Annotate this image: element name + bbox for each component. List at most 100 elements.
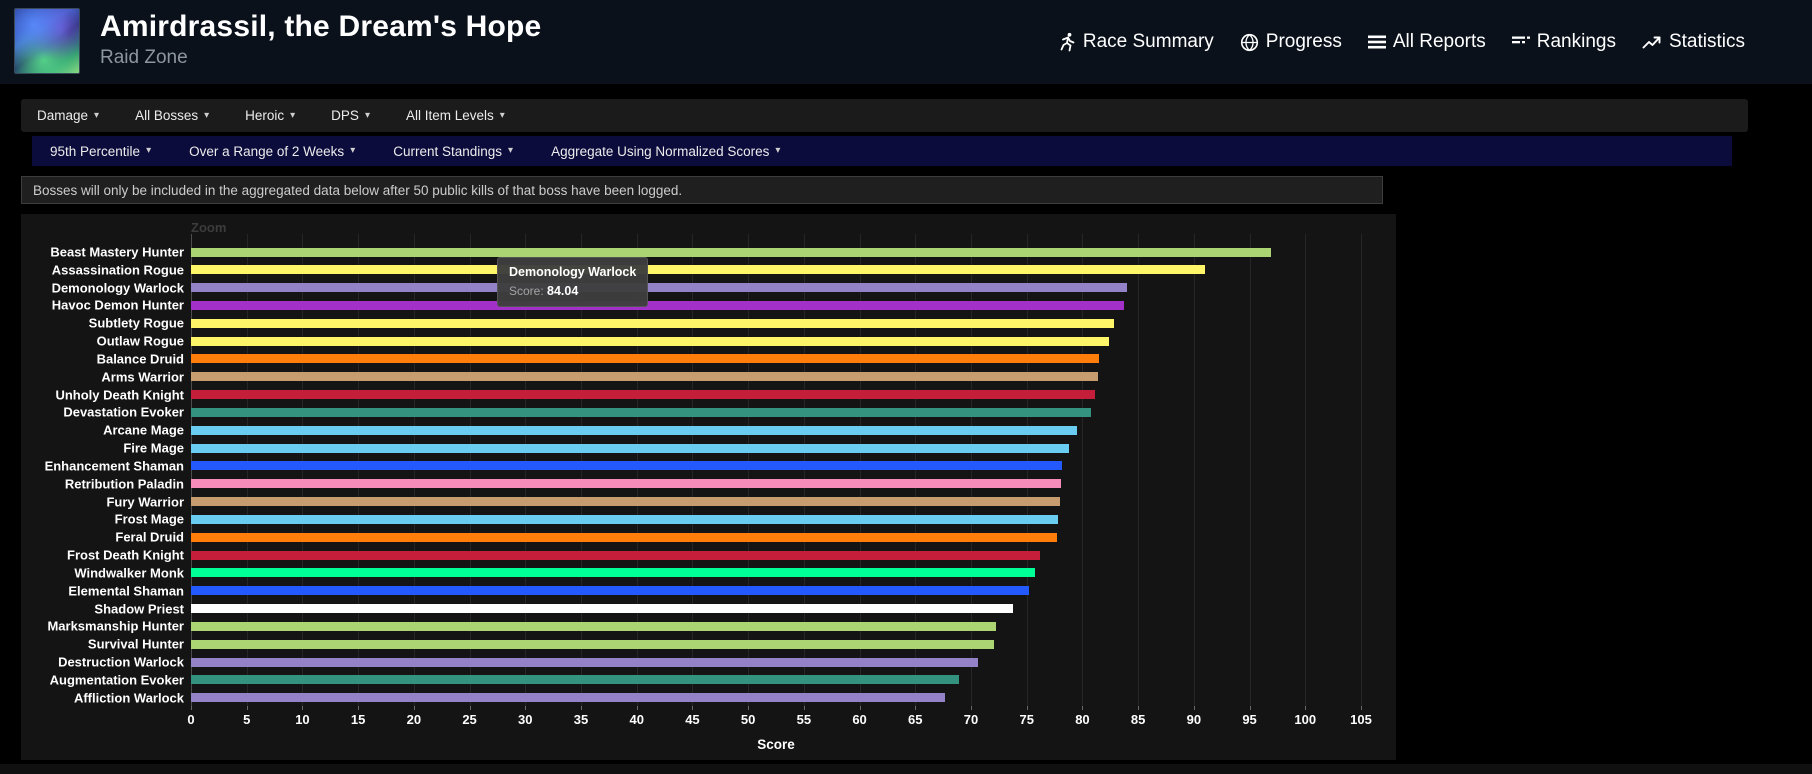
- bar-unholy-death-knight[interactable]: [191, 390, 1095, 400]
- notice-text: Bosses will only be included in the aggr…: [33, 182, 683, 198]
- gridline: [1082, 234, 1084, 706]
- bar-elemental-shaman[interactable]: [191, 586, 1029, 596]
- x-tick-label: 95: [1242, 712, 1257, 727]
- tooltip-score: Score: 84.04: [509, 284, 579, 298]
- filter-current-standings[interactable]: Current Standings ▾: [393, 144, 513, 159]
- x-tick-label: 40: [629, 712, 644, 727]
- gridline: [1193, 234, 1195, 706]
- x-tick-label: 70: [963, 712, 979, 727]
- spec-label-arms-warrior: Arms Warrior: [101, 369, 184, 385]
- filter-95th-percentile[interactable]: 95th Percentile ▾: [50, 144, 151, 159]
- filter-label: 95th Percentile: [50, 143, 141, 159]
- bar-affliction-warlock[interactable]: [191, 693, 946, 703]
- nav-progress[interactable]: Progress: [1240, 31, 1342, 53]
- bar-enhancement-shaman[interactable]: [191, 461, 1063, 471]
- filter-damage[interactable]: Damage ▾: [37, 108, 99, 123]
- filter-dps[interactable]: DPS ▾: [331, 108, 370, 123]
- spec-label-outlaw-rogue: Outlaw Rogue: [96, 333, 184, 349]
- axis-tick: [1360, 706, 1362, 710]
- spec-label-arcane-mage: Arcane Mage: [103, 422, 184, 438]
- nav-statistics[interactable]: Statistics: [1642, 31, 1745, 53]
- axis-tick: [1305, 706, 1307, 710]
- bar-marksmanship-hunter[interactable]: [191, 621, 996, 631]
- x-tick-label: 45: [685, 712, 700, 727]
- x-tick-label: 35: [573, 712, 589, 727]
- axis-tick: [692, 706, 694, 710]
- footer-strip: [0, 762, 1812, 774]
- spec-label-frost-death-knight: Frost Death Knight: [67, 547, 184, 563]
- spec-label-assassination-rogue: Assassination Rogue: [51, 262, 184, 278]
- x-tick-label: 80: [1075, 712, 1090, 727]
- axis-tick: [358, 706, 360, 710]
- spec-label-destruction-warlock: Destruction Warlock: [58, 654, 184, 670]
- spec-label-elemental-shaman: Elemental Shaman: [68, 583, 184, 599]
- axis-tick: [859, 706, 861, 710]
- top-nav: Race Summary Progress All Reports Rankings S…: [1059, 0, 1745, 84]
- axis-tick: [580, 706, 582, 710]
- bar-feral-druid[interactable]: [191, 532, 1057, 542]
- chevron-down-icon: ▾: [350, 145, 356, 156]
- spec-label-feral-druid: Feral Druid: [115, 529, 184, 545]
- bar-arcane-mage[interactable]: [191, 425, 1077, 435]
- filter-all-bosses[interactable]: All Bosses ▾: [135, 108, 209, 123]
- page-title: Amirdrassil, the Dream's Hope: [100, 10, 542, 43]
- filter-all-item-levels[interactable]: All Item Levels ▾: [406, 108, 505, 123]
- bar-augmentation-evoker[interactable]: [191, 675, 959, 685]
- axis-tick: [1138, 706, 1140, 710]
- tooltip-title: Demonology Warlock: [509, 265, 637, 279]
- nav-label: Statistics: [1668, 31, 1745, 52]
- list-icon: [1367, 34, 1386, 50]
- bar-beast-mastery-hunter[interactable]: [191, 247, 1271, 257]
- bar-survival-hunter[interactable]: [191, 639, 995, 649]
- bar-shadow-priest[interactable]: [191, 604, 1014, 614]
- filter-label: Over a Range of 2 Weeks: [189, 143, 345, 159]
- zone-icon: [14, 8, 80, 74]
- dps-rankings-chart: Zoom 0 5 10 15 20 25 30 35 40 45 50 55 60 65 70 75 80 85 9…: [21, 214, 1396, 760]
- nav-rankings[interactable]: Rankings: [1511, 31, 1616, 53]
- chevron-down-icon: ▾: [94, 109, 100, 121]
- header: Amirdrassil, the Dream's Hope Raid Zone …: [0, 0, 1812, 84]
- bar-destruction-warlock[interactable]: [191, 657, 978, 667]
- chevron-down-icon: ▾: [775, 145, 781, 156]
- chevron-down-icon: ▾: [508, 145, 514, 156]
- spec-label-havoc-demon-hunter: Havoc Demon Hunter: [51, 297, 184, 313]
- x-tick-label: 0: [187, 712, 195, 727]
- bar-windwalker-monk[interactable]: [191, 568, 1035, 578]
- bar-devastation-evoker[interactable]: [191, 407, 1092, 417]
- filter-label: Current Standings: [393, 143, 503, 159]
- spec-label-survival-hunter: Survival Hunter: [87, 636, 184, 652]
- bar-fury-warrior[interactable]: [191, 497, 1061, 507]
- spec-label-devastation-evoker: Devastation Evoker: [63, 404, 184, 420]
- chart-zoom-hint: Zoom: [191, 220, 227, 235]
- filter-heroic[interactable]: Heroic ▾: [245, 108, 295, 123]
- page-subtitle: Raid Zone: [100, 47, 188, 68]
- chevron-down-icon: ▾: [290, 109, 296, 121]
- bar-balance-druid[interactable]: [191, 354, 1100, 364]
- x-tick-label: 10: [295, 712, 310, 727]
- bar-frost-death-knight[interactable]: [191, 550, 1041, 560]
- nav-all-reports[interactable]: All Reports: [1367, 31, 1486, 53]
- filter-aggregate-using-normalized-scores[interactable]: Aggregate Using Normalized Scores ▾: [551, 144, 780, 159]
- axis-tick: [1249, 706, 1251, 710]
- chevron-down-icon: ▾: [364, 109, 370, 121]
- axis-tick: [246, 706, 248, 710]
- spec-label-enhancement-shaman: Enhancement Shaman: [44, 458, 184, 474]
- filter-over-a-range-of-2-weeks[interactable]: Over a Range of 2 Weeks ▾: [189, 144, 355, 159]
- bar-retribution-paladin[interactable]: [191, 479, 1062, 489]
- filter-label: DPS: [331, 108, 359, 123]
- spec-label-retribution-paladin: Retribution Paladin: [64, 476, 184, 492]
- bar-havoc-demon-hunter[interactable]: [191, 300, 1124, 310]
- bar-demonology-warlock[interactable]: [191, 283, 1128, 293]
- nav-race-summary[interactable]: Race Summary: [1059, 31, 1214, 53]
- bar-assassination-rogue[interactable]: [191, 265, 1205, 275]
- filter-bar-secondary: 95th Percentile ▾ Over a Range of 2 Weeks ▾…: [32, 136, 1732, 166]
- spec-label-augmentation-evoker: Augmentation Evoker: [49, 672, 184, 688]
- axis-tick: [1193, 706, 1195, 710]
- bar-arms-warrior[interactable]: [191, 372, 1099, 382]
- axis-tick: [302, 706, 304, 710]
- bar-subtlety-rogue[interactable]: [191, 318, 1114, 328]
- x-tick-label: 105: [1350, 712, 1372, 727]
- bar-outlaw-rogue[interactable]: [191, 336, 1110, 346]
- bar-fire-mage[interactable]: [191, 443, 1070, 453]
- bar-frost-mage[interactable]: [191, 514, 1058, 524]
